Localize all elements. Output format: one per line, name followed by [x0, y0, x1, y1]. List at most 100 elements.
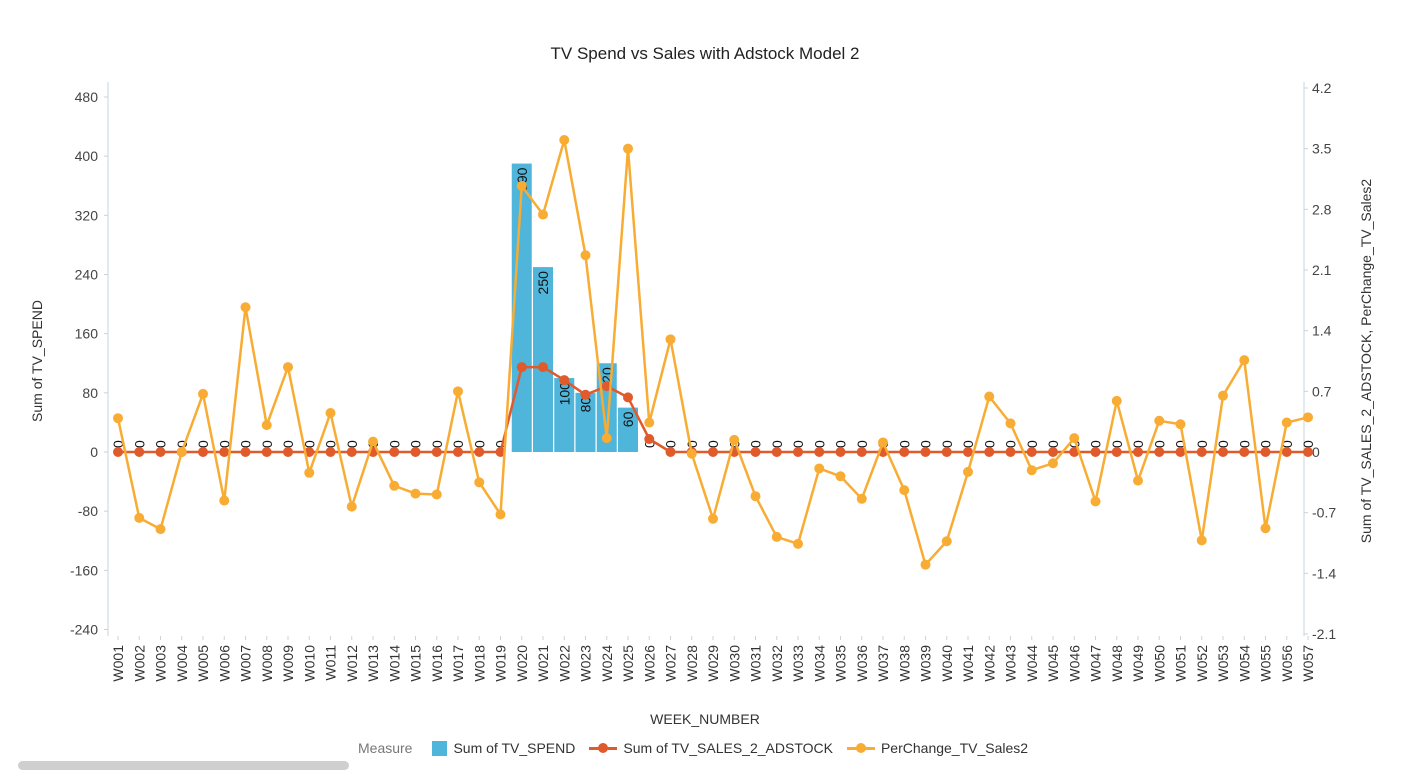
data-point	[1196, 447, 1207, 457]
x-tick-label: W016	[429, 645, 445, 682]
horizontal-scrollbar[interactable]	[18, 761, 349, 770]
data-point	[368, 436, 378, 447]
data-point	[1090, 447, 1101, 457]
legend-item-tv-spend[interactable]: Sum of TV_SPEND	[432, 740, 575, 756]
data-point	[1154, 447, 1165, 457]
data-point	[1154, 415, 1165, 426]
bar-data-label: 0	[1258, 440, 1274, 448]
bar-data-label: 0	[1300, 440, 1316, 448]
data-point	[304, 467, 315, 478]
x-tick-label: W034	[811, 645, 827, 682]
bar	[533, 267, 553, 452]
y-tick-label: 480	[75, 89, 99, 105]
data-point	[1260, 523, 1271, 534]
data-point	[1303, 447, 1313, 457]
x-tick-label: W044	[1024, 645, 1040, 682]
legend-item-tv-sales-adstock[interactable]: Sum of TV_SALES_2_ADSTOCK	[589, 740, 833, 756]
data-point	[920, 559, 931, 570]
x-tick-label: W027	[663, 645, 679, 682]
x-tick-label: W020	[514, 645, 530, 682]
data-point	[644, 434, 655, 444]
data-point	[771, 447, 782, 457]
y2-tick-label: -2.1	[1312, 626, 1336, 642]
y-tick-label: 160	[75, 326, 99, 342]
y-axis-label: Sum of TV_SPEND	[29, 300, 45, 422]
data-point	[346, 501, 357, 512]
x-tick-label: W038	[896, 645, 912, 682]
x-tick-label: W032	[769, 645, 785, 682]
y-tick-label: 400	[75, 148, 99, 164]
data-point	[474, 447, 485, 457]
legend-item-perchange[interactable]: PerChange_TV_Sales2	[846, 740, 1028, 756]
y2-tick-label: -0.7	[1312, 505, 1336, 521]
data-point	[325, 408, 336, 418]
data-point	[878, 437, 888, 448]
x-tick-label: W014	[386, 645, 402, 682]
x-tick-label: W004	[174, 645, 190, 682]
data-point	[835, 447, 846, 457]
bar-data-label: 0	[450, 440, 466, 448]
series-line	[116, 138, 1309, 566]
data-point	[198, 388, 208, 399]
chart-title: TV Spend vs Sales with Adstock Model 2	[551, 44, 860, 63]
data-point	[474, 477, 485, 488]
x-tick-label: W015	[408, 645, 424, 682]
x-tick-label: W036	[854, 645, 870, 682]
data-point	[1026, 465, 1037, 476]
x-tick-label: W006	[216, 645, 232, 682]
legend-label: Sum of TV_SPEND	[453, 740, 576, 756]
data-point	[1260, 447, 1271, 457]
bar	[511, 163, 532, 452]
data-point	[134, 447, 145, 457]
x-tick-label: W046	[1066, 645, 1082, 682]
bar-data-label: 0	[748, 440, 764, 448]
data-point	[665, 447, 676, 457]
y-tick-label: -240	[70, 622, 98, 638]
bar-data-label: 0	[939, 440, 955, 448]
bar-data-label: 0	[110, 440, 126, 448]
bar-data-label: 0	[918, 440, 934, 448]
bar-data-label: 0	[1215, 440, 1231, 448]
data-point	[538, 362, 548, 373]
x-tick-label: W012	[344, 645, 360, 682]
y-tick-label: 0	[90, 444, 98, 460]
bar-data-label: 0	[174, 440, 190, 448]
data-point	[1218, 390, 1228, 401]
data-point	[389, 447, 400, 457]
bar-data-label: 0	[323, 440, 339, 448]
data-point	[1005, 447, 1016, 457]
x-tick-label: W021	[535, 645, 551, 682]
legend-title: Measure	[358, 740, 413, 756]
data-point	[1175, 419, 1186, 430]
bars: 0000000000000000000390250100801206000000…	[110, 163, 1316, 452]
x-tick-label: W017	[450, 645, 466, 682]
bar-data-label: 0	[854, 440, 870, 448]
x-tick-label: W002	[131, 645, 147, 682]
data-point	[219, 447, 230, 457]
bar	[618, 407, 638, 452]
data-point	[176, 447, 187, 457]
axes: 480 400 320 240 160 80 0 -80 -160 -240 4.2 3.5 2.8 2.…	[70, 80, 1336, 642]
x-tick-label: W033	[790, 645, 806, 682]
data-point	[389, 480, 400, 491]
data-point	[410, 447, 421, 457]
data-point	[941, 447, 952, 457]
y2-tick-label: 0.7	[1312, 383, 1332, 399]
x-tick-label: W023	[578, 645, 594, 682]
data-point	[453, 386, 463, 397]
bar-data-label: 0	[471, 440, 487, 448]
x-tick-label: W041	[960, 645, 976, 682]
data-point	[113, 413, 123, 424]
data-point	[771, 531, 782, 542]
data-point	[580, 250, 591, 261]
bar-data-label: 0	[663, 440, 679, 448]
bar-data-label: 250	[535, 271, 551, 295]
data-point	[134, 512, 145, 523]
bar-data-label: 0	[684, 440, 700, 448]
x-tick-label: W005	[195, 645, 211, 682]
y-tick-label: 240	[75, 267, 99, 283]
y-tick-label: -160	[70, 562, 98, 578]
data-point	[1026, 447, 1037, 457]
data-point	[708, 447, 718, 457]
bar-data-label: 60	[620, 411, 636, 427]
